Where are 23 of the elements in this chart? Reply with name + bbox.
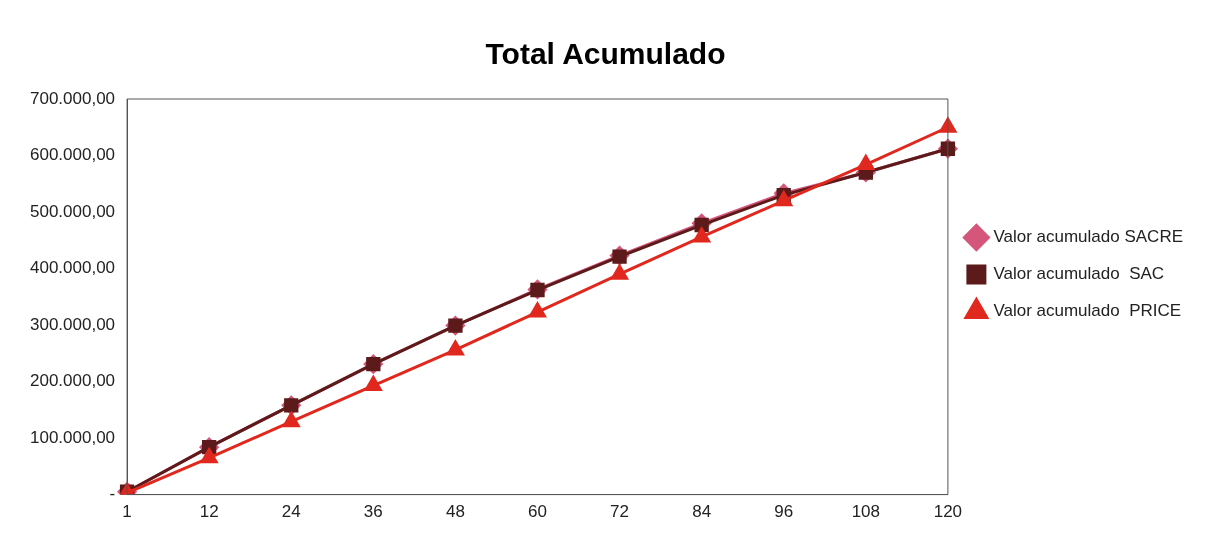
y-tick-label: 400.000,00 xyxy=(29,258,116,278)
legend-label: Valor acumulado PRICE xyxy=(993,301,1182,321)
y-tick-label: 500.000,00 xyxy=(29,201,116,221)
x-tick-label: 72 xyxy=(610,502,630,522)
x-tick-label: 36 xyxy=(363,502,383,522)
x-tick-label: 48 xyxy=(445,502,465,522)
x-tick-label: 120 xyxy=(933,502,963,522)
y-tick-label: 700.000,00 xyxy=(29,88,116,108)
x-tick-label: 108 xyxy=(851,502,880,522)
x-tick-label: 84 xyxy=(692,502,712,522)
legend-label: Valor acumulado SACRE xyxy=(993,227,1183,247)
y-tick-label: - xyxy=(109,484,116,504)
legend-label: Valor acumulado SAC xyxy=(993,264,1165,284)
x-tick-label: 60 xyxy=(528,502,547,522)
y-tick-label: 300.000,00 xyxy=(29,314,116,334)
y-tick-label: 100.000,00 xyxy=(29,427,116,447)
y-tick-label: 600.000,00 xyxy=(29,145,116,165)
x-tick-label: 1 xyxy=(122,502,132,522)
chart-title: Total Acumulado xyxy=(485,37,726,71)
x-tick-label: 24 xyxy=(281,502,301,522)
y-tick-label: 200.000,00 xyxy=(29,371,116,391)
x-tick-label: 96 xyxy=(774,502,794,522)
x-tick-label: 12 xyxy=(199,502,219,522)
